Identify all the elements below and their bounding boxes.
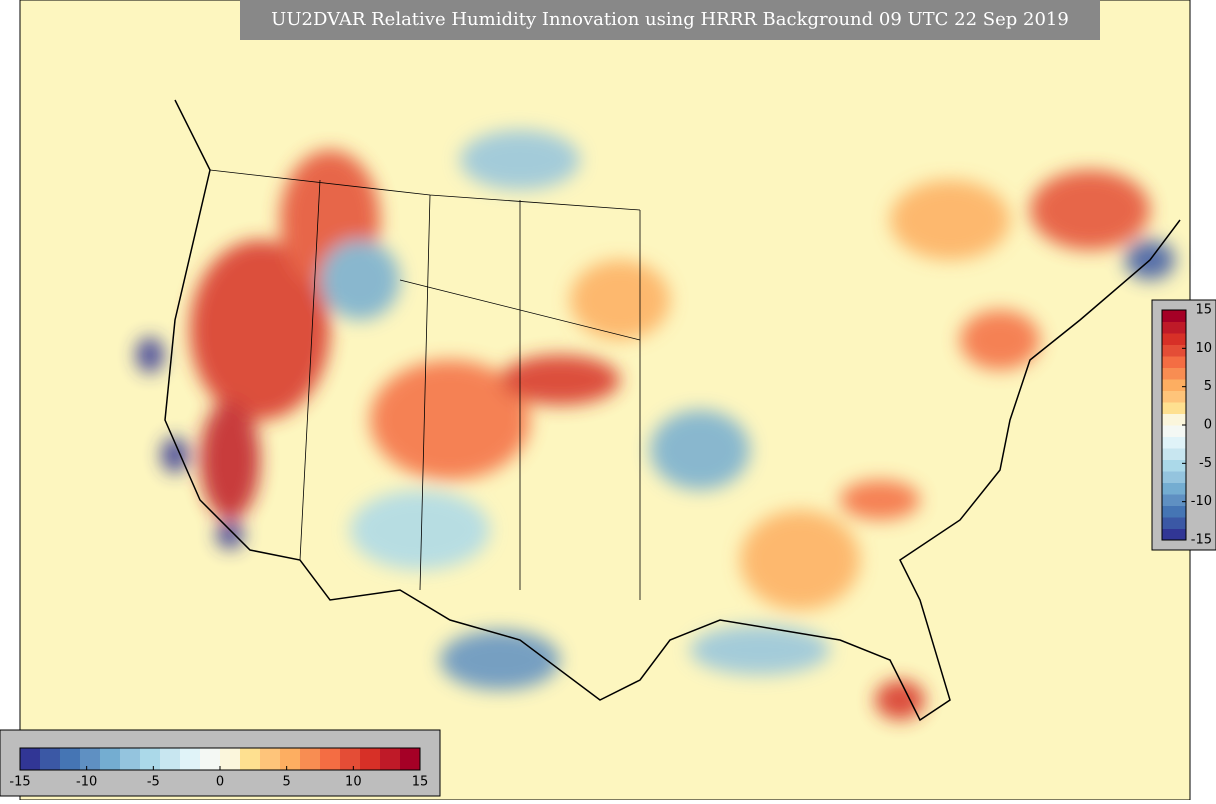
colorbar-cell <box>340 748 361 770</box>
colorbar-tick-label: 10 <box>345 775 362 790</box>
colorbar-cell <box>160 748 181 770</box>
colorbar-cell <box>1162 356 1186 368</box>
colorbar-cell <box>1162 494 1186 506</box>
humidity-field <box>136 130 1175 720</box>
colorbar-cell <box>240 748 261 770</box>
coastline <box>164 99 1181 722</box>
colorbar-cell <box>300 748 321 770</box>
colorbar-cell <box>1162 321 1186 334</box>
colorbar-cell <box>400 748 421 770</box>
colorbar-cell <box>1162 344 1186 357</box>
colorbar-cell <box>1162 425 1186 437</box>
colorbar-cell <box>140 748 161 770</box>
colorbar-cell <box>20 748 41 770</box>
borders <box>209 169 641 600</box>
colorbar-cell <box>1162 436 1186 449</box>
colorbar-cell <box>1162 459 1186 472</box>
map-background <box>19 0 1191 801</box>
colorbar-cell <box>100 748 121 770</box>
colorbar-cell <box>1162 367 1186 380</box>
colorbar-cell <box>1162 310 1186 322</box>
colorbar-cell <box>1162 505 1186 518</box>
colorbar-tick-label: -5 <box>1199 456 1212 471</box>
colorbar-cell <box>1162 448 1186 460</box>
colorbar-cell <box>320 748 341 770</box>
colorbar-tick-label: 0 <box>216 775 224 790</box>
colorbar-cell <box>1162 528 1186 541</box>
colorbar-cell <box>120 748 141 770</box>
colorbar-tick-label: 10 <box>1195 341 1212 356</box>
colorbar-tick-label: 15 <box>412 775 429 790</box>
colorbar-cell <box>80 748 101 770</box>
colorbar-cell <box>200 748 221 770</box>
colorbar-cell <box>1162 333 1186 345</box>
colorbar-cell <box>1162 482 1186 495</box>
colorbar-cell <box>1162 379 1186 391</box>
colorbar-cell <box>1162 471 1186 483</box>
colorbar-cell <box>1162 390 1186 403</box>
colorbar-cell <box>1162 402 1186 414</box>
colorbar-tick-label: -10 <box>1191 494 1212 509</box>
colorbar-tick-label: 5 <box>283 775 291 790</box>
colorbar-cell <box>40 748 61 770</box>
colorbar-cell <box>1162 517 1186 529</box>
colorbar-tick-label: 15 <box>1195 303 1212 318</box>
map-title: UU2DVAR Relative Humidity Innovation usi… <box>271 9 1069 30</box>
colorbar-tick-label: 0 <box>1204 418 1212 433</box>
colorbar-cell <box>260 748 281 770</box>
colorbar-cell <box>380 748 401 770</box>
colorbar-cell <box>220 748 241 770</box>
colorbar-cell <box>280 748 301 770</box>
colorbar-cell <box>360 748 381 770</box>
colorbar-tick-label: 5 <box>1204 379 1212 394</box>
colorbar-tick-label: -15 <box>9 775 30 790</box>
colorbar-tick-label: -15 <box>1191 533 1212 548</box>
title-box <box>240 0 1100 40</box>
colorbar-cell <box>180 748 201 770</box>
colorbar-tick-label: -5 <box>147 775 160 790</box>
colorbar-cell <box>60 748 81 770</box>
colorbar-tick-label: -10 <box>76 775 97 790</box>
colorbar-cell <box>1162 413 1186 426</box>
